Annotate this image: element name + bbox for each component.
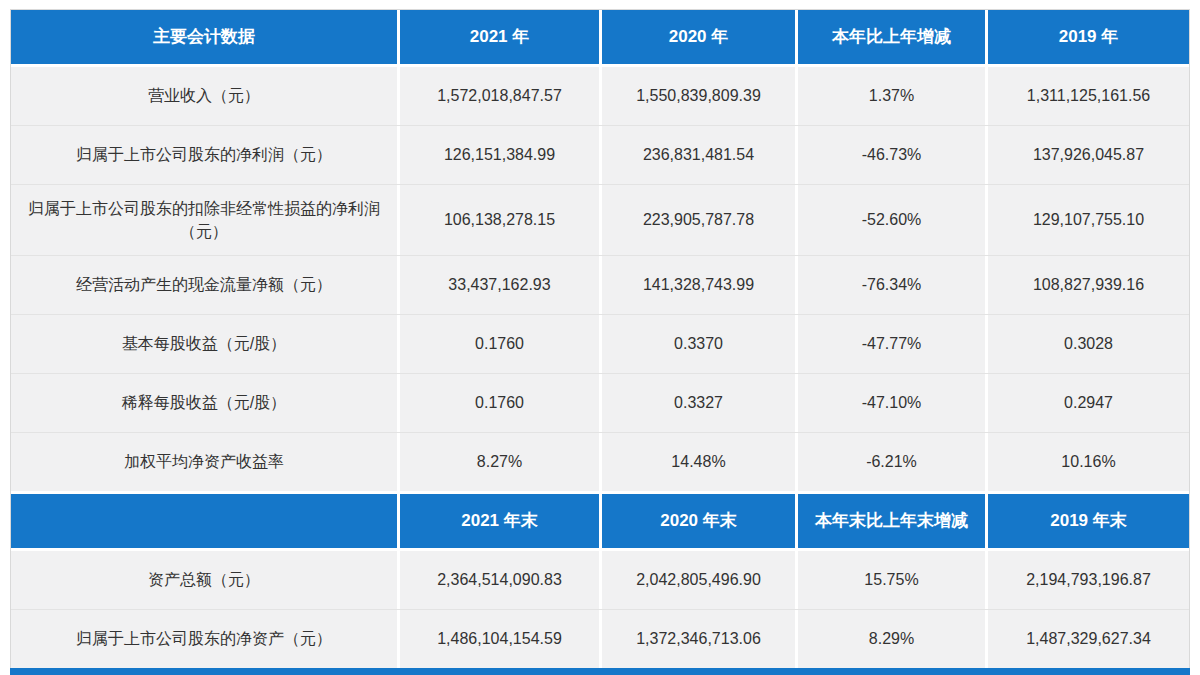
year-end-data-section: 2021 年末 2020 年末 本年末比上年末增减 2019 年末 资产总额（元… [11,494,1189,668]
table-row-net-profit: 归属于上市公司股东的净利润（元） 126,151,384.99 236,831,… [11,125,1189,184]
header-cell-2019-year-end: 2019 年末 [988,494,1189,548]
key-accounting-data-table: 主要会计数据 2021 年 2020 年 本年比上年增减 2019 年 营业收入… [10,9,1190,669]
row-label: 加权平均净资产收益率 [11,433,397,491]
cell-value: 1,572,018,847.57 [400,67,599,125]
table-row-net-assets: 归属于上市公司股东的净资产（元） 1,486,104,154.59 1,372,… [11,609,1189,668]
cell-value: 1,486,104,154.59 [400,610,599,668]
cell-value: -76.34% [798,256,985,314]
cell-value: 0.3327 [602,374,795,432]
cell-value: 106,138,278.15 [400,185,599,255]
cell-value: 0.3028 [988,315,1189,373]
cell-value: 1,487,329,627.34 [988,610,1189,668]
cell-value: 129,107,755.10 [988,185,1189,255]
cutoff-next-header-bar [10,668,1190,675]
cell-value: 108,827,939.16 [988,256,1189,314]
cell-value: 1,372,346,713.06 [602,610,795,668]
cell-value: 0.1760 [400,315,599,373]
table-row-basic-eps: 基本每股收益（元/股） 0.1760 0.3370 -47.77% 0.3028 [11,314,1189,373]
cell-value: 10.16% [988,433,1189,491]
table-row-operating-revenue: 营业收入（元） 1,572,018,847.57 1,550,839,809.3… [11,67,1189,125]
row-label: 基本每股收益（元/股） [11,315,397,373]
cell-value: 15.75% [798,551,985,609]
row-label: 归属于上市公司股东的净利润（元） [11,126,397,184]
cell-value: 14.48% [602,433,795,491]
cell-value: 141,328,743.99 [602,256,795,314]
annual-data-section: 主要会计数据 2021 年 2020 年 本年比上年增减 2019 年 营业收入… [11,10,1189,491]
cell-value: 1,550,839,809.39 [602,67,795,125]
row-label: 营业收入（元） [11,67,397,125]
cell-value: 0.2947 [988,374,1189,432]
cell-value: 2,364,514,090.83 [400,551,599,609]
cell-value: -46.73% [798,126,985,184]
header-cell-yoy-change: 本年比上年增减 [798,10,985,64]
table-row-diluted-eps: 稀释每股收益（元/股） 0.1760 0.3327 -47.10% 0.2947 [11,373,1189,432]
cell-value: 33,437,162.93 [400,256,599,314]
cell-value: -47.77% [798,315,985,373]
row-label: 归属于上市公司股东的净资产（元） [11,610,397,668]
cell-value: 8.29% [798,610,985,668]
header-cell-2019: 2019 年 [988,10,1189,64]
year-end-header-row: 2021 年末 2020 年末 本年末比上年末增减 2019 年末 [11,494,1189,548]
cell-value: 0.1760 [400,374,599,432]
row-label: 稀释每股收益（元/股） [11,374,397,432]
row-label: 归属于上市公司股东的扣除非经常性损益的净利润（元） [11,185,397,255]
cell-value: 0.3370 [602,315,795,373]
header-cell-2021: 2021 年 [400,10,599,64]
row-label: 经营活动产生的现金流量净额（元） [11,256,397,314]
table-row-weighted-avg-roe: 加权平均净资产收益率 8.27% 14.48% -6.21% 10.16% [11,432,1189,491]
header-cell-2021-year-end: 2021 年末 [400,494,599,548]
cell-value: 1,311,125,161.56 [988,67,1189,125]
cell-value: 8.27% [400,433,599,491]
cell-value: 126,151,384.99 [400,126,599,184]
header-cell-year-end-change: 本年末比上年末增减 [798,494,985,548]
table-row-total-assets: 资产总额（元） 2,364,514,090.83 2,042,805,496.9… [11,551,1189,609]
cell-value: 2,194,793,196.87 [988,551,1189,609]
cell-value: -47.10% [798,374,985,432]
annual-header-row: 主要会计数据 2021 年 2020 年 本年比上年增减 2019 年 [11,10,1189,64]
cell-value: 1.37% [798,67,985,125]
header-cell-2020-year-end: 2020 年末 [602,494,795,548]
cell-value: 137,926,045.87 [988,126,1189,184]
header-cell-blank [11,494,397,548]
table-row-operating-cash-flow: 经营活动产生的现金流量净额（元） 33,437,162.93 141,328,7… [11,255,1189,314]
header-cell-2020: 2020 年 [602,10,795,64]
cell-value: -6.21% [798,433,985,491]
cell-value: -52.60% [798,185,985,255]
cell-value: 223,905,787.78 [602,185,795,255]
row-label: 资产总额（元） [11,551,397,609]
cell-value: 2,042,805,496.90 [602,551,795,609]
table-row-net-profit-deducting-nonrecurring: 归属于上市公司股东的扣除非经常性损益的净利润（元） 106,138,278.15… [11,184,1189,255]
cell-value: 236,831,481.54 [602,126,795,184]
header-cell-main-title: 主要会计数据 [11,10,397,64]
